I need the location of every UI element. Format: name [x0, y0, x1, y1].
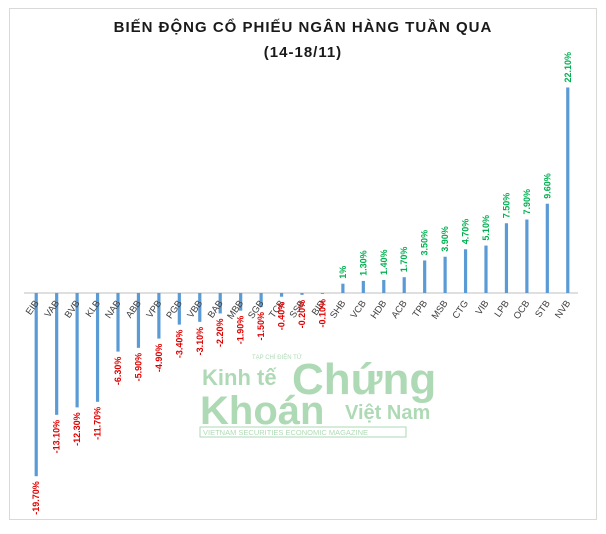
- bar: [402, 277, 406, 293]
- category-label: MSB: [430, 298, 451, 321]
- category-label: VCB: [349, 298, 369, 320]
- bar: [55, 293, 59, 415]
- data-label: 1%: [338, 266, 348, 279]
- watermark-line1a: Kinh tế: [202, 365, 277, 390]
- data-label: 7.90%: [522, 189, 532, 215]
- bar: [157, 293, 161, 339]
- category-label: LPB: [493, 298, 512, 319]
- category-label: ABB: [124, 298, 144, 320]
- bar: [95, 293, 100, 402]
- plot-area: EIB -19.70% VAB -13.10% BVB -12.30% KLB -11.70%…: [24, 52, 578, 515]
- bar: [116, 293, 120, 352]
- watermark-tag-box: [199, 426, 407, 438]
- data-label: -19.70%: [31, 481, 41, 515]
- data-label: -6.30%: [113, 357, 123, 386]
- category-label: VBB: [185, 298, 205, 320]
- data-label: 4.70%: [461, 219, 471, 245]
- data-label: -0.40%: [277, 302, 287, 331]
- bar: [463, 249, 468, 293]
- bar: [423, 260, 427, 293]
- watermark-logo: TẠP CHÍ ĐIỆN TỬ Kinh tế Chứng Khoán Việt…: [199, 353, 436, 438]
- category-label: PGB: [164, 298, 185, 321]
- data-label: -1.90%: [236, 316, 246, 345]
- data-label: 1.30%: [358, 250, 368, 276]
- category-label: TPB: [411, 298, 431, 319]
- data-label: 7.50%: [501, 193, 511, 219]
- bar: [525, 219, 529, 293]
- data-label: 3.90%: [440, 226, 450, 252]
- data-label: -0.20%: [297, 300, 307, 329]
- bar: [300, 293, 304, 295]
- bar: [177, 293, 181, 325]
- category-label: BAB: [206, 298, 226, 320]
- bar: [443, 256, 447, 293]
- category-label: STB: [533, 298, 553, 319]
- chart-frame: [9, 8, 597, 520]
- watermark-line1b: Chứng: [292, 355, 436, 404]
- category-label: NAB: [103, 298, 123, 320]
- bar: [545, 203, 549, 293]
- data-label: 5.10%: [481, 215, 491, 241]
- category-label: VAB: [43, 298, 63, 319]
- bar: [259, 293, 263, 307]
- bar: [341, 283, 345, 293]
- data-label: 1.40%: [379, 249, 389, 275]
- data-label: 9.60%: [542, 173, 552, 199]
- category-label: EIB: [24, 298, 42, 317]
- data-label: -1.50%: [256, 312, 266, 341]
- bar: [136, 293, 141, 348]
- bar: [279, 293, 284, 297]
- chart-title: BIẾN ĐỘNG CỔ PHIẾU NGÂN HÀNG TUẦN QUA: [113, 19, 493, 36]
- category-label: HDB: [369, 298, 390, 321]
- bar: [484, 245, 488, 293]
- data-label: -0.10%: [317, 299, 327, 328]
- data-label: 22.10%: [563, 52, 573, 83]
- data-label: 1.70%: [399, 247, 409, 273]
- bar: [34, 293, 38, 477]
- data-label: -12.30%: [72, 412, 82, 446]
- watermark-line2a: Khoán: [200, 389, 324, 433]
- data-label: -2.20%: [215, 318, 225, 347]
- data-label: -3.10%: [195, 327, 205, 356]
- category-label: NVB: [553, 298, 573, 320]
- bar: [75, 293, 79, 408]
- category-label: ACB: [389, 298, 409, 320]
- bar: [198, 293, 202, 322]
- bar: [361, 280, 365, 293]
- bar: [566, 87, 570, 293]
- data-label: -13.10%: [52, 420, 62, 454]
- data-label: -11.70%: [93, 407, 103, 440]
- watermark-line2b: Việt Nam: [345, 402, 430, 424]
- category-label: OCB: [512, 298, 533, 321]
- watermark-tagline: VIETNAM SECURITIES ECONOMIC MAGAZINE: [203, 428, 368, 437]
- bar: [320, 293, 325, 294]
- bar: [218, 293, 222, 314]
- category-label: VIB: [474, 298, 492, 317]
- category-label: BVB: [63, 298, 83, 320]
- watermark-small: TẠP CHÍ ĐIỆN TỬ: [252, 353, 302, 361]
- category-label: CTG: [450, 298, 471, 321]
- bar: [504, 223, 509, 293]
- data-label: -3.40%: [174, 330, 184, 359]
- category-label: SHB: [328, 298, 348, 320]
- category-label: VPB: [144, 298, 164, 320]
- data-label: -4.90%: [154, 344, 164, 373]
- data-label: -5.90%: [133, 353, 143, 382]
- category-label: KLB: [84, 298, 103, 319]
- bar: [382, 279, 386, 293]
- bar: [239, 293, 243, 311]
- chart-subtitle: (14-18/11): [263, 44, 343, 61]
- data-label: 3.50%: [420, 230, 430, 256]
